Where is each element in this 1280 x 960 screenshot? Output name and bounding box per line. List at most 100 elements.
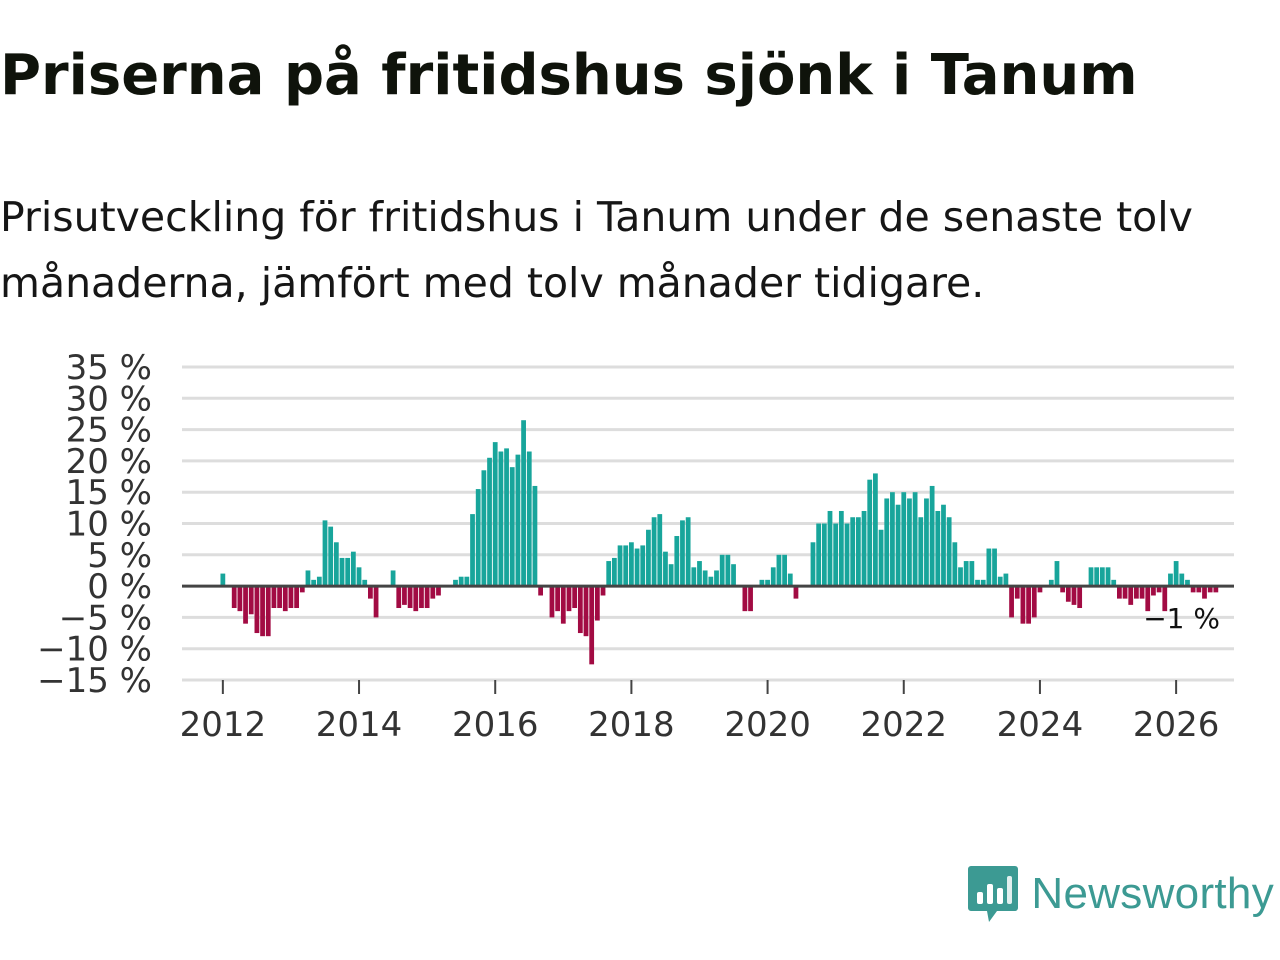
bar — [277, 586, 282, 609]
y-tick-label: 35 % — [66, 348, 152, 388]
y-tick-label: −5 % — [59, 598, 152, 638]
x-tick-label: 2026 — [1133, 705, 1220, 745]
bar — [526, 451, 532, 587]
bar — [390, 570, 396, 587]
bar — [1077, 586, 1083, 609]
bar — [1185, 579, 1190, 587]
bar — [884, 498, 890, 587]
bar — [464, 576, 470, 587]
bar — [663, 551, 668, 587]
bar — [1020, 586, 1026, 624]
bar — [1168, 573, 1173, 587]
bar — [560, 586, 566, 624]
bar — [765, 579, 770, 587]
bar — [458, 576, 464, 587]
bar — [492, 442, 498, 587]
bar — [890, 492, 895, 587]
bar — [1099, 567, 1105, 587]
newsworthy-logo-icon — [968, 866, 1019, 922]
bar — [719, 554, 725, 587]
y-tick-label: 10 % — [66, 505, 152, 545]
bar — [481, 470, 487, 587]
y-axis: 35 %30 %25 %20 %15 %10 %5 %0 %−5 %−10 %−… — [37, 348, 152, 701]
bar — [941, 504, 946, 587]
bar — [1173, 561, 1179, 587]
y-tick-label: 5 % — [87, 536, 152, 576]
bar — [708, 576, 714, 587]
bar — [668, 564, 674, 587]
y-tick-label: 15 % — [66, 473, 152, 513]
bar — [1179, 573, 1185, 587]
bar — [986, 548, 992, 587]
bar — [345, 557, 351, 587]
bar — [1105, 567, 1111, 587]
y-tick-label: 20 % — [66, 442, 152, 482]
brand-logo[interactable]: Newsworthy — [967, 864, 1274, 924]
bar — [265, 586, 271, 637]
bar — [1065, 586, 1071, 602]
bar — [373, 586, 379, 618]
bar — [430, 586, 436, 599]
bar — [1207, 586, 1213, 593]
bar — [895, 504, 901, 587]
bar — [470, 514, 475, 587]
bar — [611, 557, 617, 587]
bar — [691, 567, 697, 587]
bar — [810, 542, 816, 587]
bar — [980, 579, 986, 587]
bar — [924, 498, 929, 587]
bar — [1071, 586, 1077, 605]
bar — [237, 586, 243, 612]
bar — [521, 420, 526, 587]
bar — [634, 548, 640, 587]
bar — [316, 576, 322, 587]
bar — [1094, 567, 1100, 587]
bar — [640, 545, 646, 587]
bar — [907, 498, 912, 587]
bar — [844, 523, 850, 587]
bar — [305, 570, 311, 587]
bar — [855, 517, 861, 587]
bar — [356, 567, 362, 587]
bar — [555, 586, 561, 612]
bar — [600, 586, 606, 596]
bar — [475, 489, 481, 587]
bar — [1151, 586, 1156, 596]
bar — [339, 557, 345, 587]
bar — [793, 586, 799, 599]
bar — [1156, 586, 1162, 593]
bar — [328, 526, 334, 587]
bar — [912, 492, 918, 587]
y-tick-label: −15 % — [37, 661, 152, 701]
bar — [975, 579, 980, 587]
bar — [1162, 586, 1168, 612]
bar — [714, 570, 719, 587]
bar — [419, 586, 424, 609]
bar — [271, 586, 277, 609]
bar — [231, 586, 237, 609]
bar — [1134, 586, 1139, 599]
bar — [731, 564, 736, 587]
bar — [816, 523, 822, 587]
bar — [350, 551, 356, 587]
bar — [929, 485, 935, 587]
bar — [697, 561, 702, 587]
bar — [1117, 586, 1122, 599]
last-value-label: −1 % — [1143, 602, 1220, 635]
bar — [850, 517, 856, 587]
chart-subtitle: Prisutveckling för fritidshus i Tanum un… — [0, 193, 1193, 307]
bar — [997, 576, 1003, 587]
bar — [646, 529, 651, 587]
bar — [594, 586, 600, 621]
bar — [413, 586, 419, 612]
bar — [282, 586, 288, 612]
bar-chart: 35 %30 %25 %20 %15 %10 %5 %0 %−5 %−10 %−… — [37, 348, 1234, 745]
bar — [952, 542, 958, 587]
bar — [969, 561, 975, 587]
bar — [248, 586, 254, 615]
bar — [583, 586, 589, 637]
bar — [1122, 586, 1128, 599]
bar — [1190, 586, 1196, 593]
bar — [1060, 586, 1066, 593]
bar — [407, 586, 413, 609]
